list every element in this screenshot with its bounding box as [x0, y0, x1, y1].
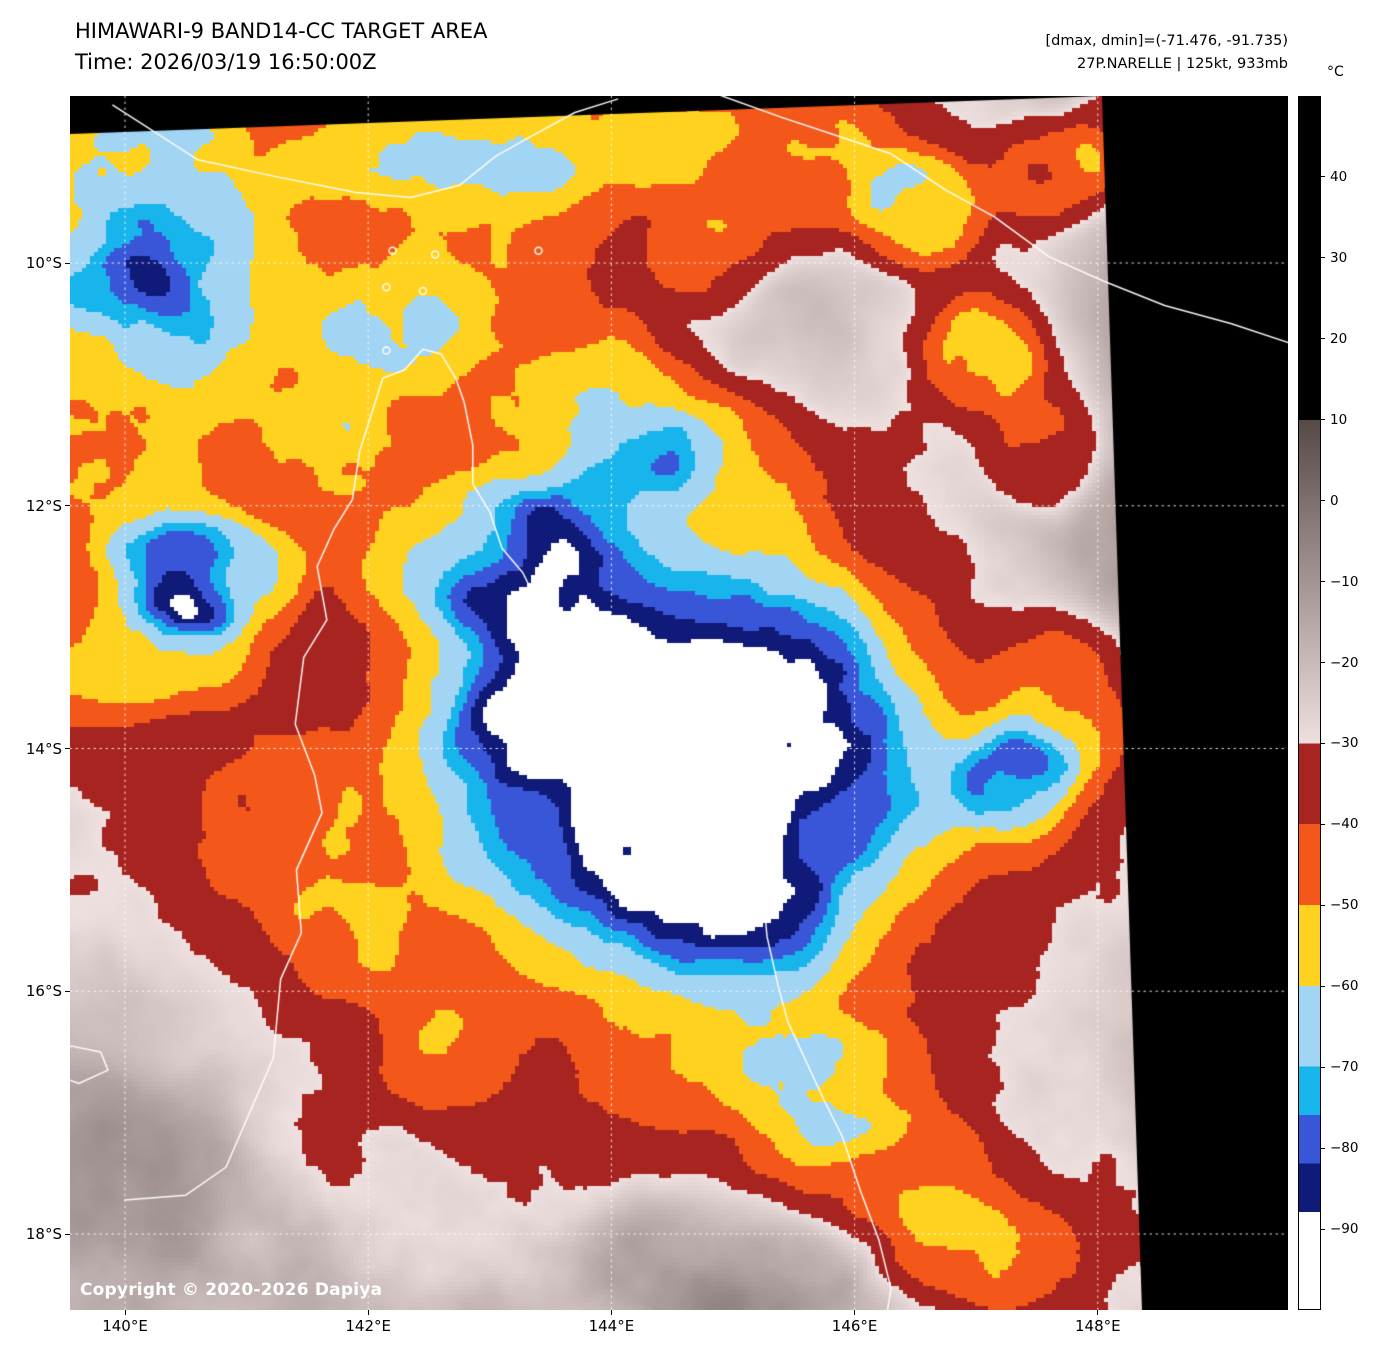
axis-tick-mark	[124, 1310, 126, 1315]
axis-tick-mark	[1321, 985, 1325, 987]
map-plot-area: Copyright © 2020-2026 Dapiya	[70, 96, 1288, 1310]
colorbar-tick-label: 30	[1330, 249, 1348, 266]
axis-tick-mark	[65, 262, 70, 264]
x-tick-label: 144°E	[588, 1317, 635, 1335]
colorbar-tick-label: −80	[1330, 1140, 1359, 1157]
colorbar	[1298, 96, 1321, 1310]
y-tick-label: 14°S	[25, 739, 62, 758]
colorbar-tick-label: −30	[1330, 735, 1359, 752]
axis-tick-mark	[1321, 338, 1325, 340]
colorbar-tick-label: 0	[1330, 492, 1339, 509]
axis-tick-mark	[65, 505, 70, 507]
axis-tick-mark	[1321, 500, 1325, 502]
axis-tick-mark	[367, 1310, 369, 1315]
figure-header: HIMAWARI-9 BAND14-CC TARGET AREA Time: 2…	[75, 16, 487, 78]
axis-tick-mark	[1321, 823, 1325, 825]
colorbar-tick-label: 20	[1330, 330, 1348, 347]
colorbar-unit-label: °C	[1327, 64, 1344, 80]
colorbar-tick-label: −10	[1330, 573, 1359, 590]
y-tick-label: 12°S	[25, 496, 62, 515]
colorbar-tick-label: 10	[1330, 411, 1348, 428]
axis-tick-mark	[1321, 904, 1325, 906]
axis-tick-mark	[65, 748, 70, 749]
copyright-watermark: Copyright © 2020-2026 Dapiya	[80, 1280, 383, 1300]
colorbar-tick-label: −50	[1330, 897, 1359, 914]
figure-title: HIMAWARI-9 BAND14-CC TARGET AREA	[75, 19, 488, 43]
colorbar-tick-label: −90	[1330, 1221, 1359, 1238]
axis-tick-mark	[1321, 581, 1325, 583]
axis-tick-mark	[1321, 419, 1325, 421]
axis-tick-mark	[1097, 1310, 1099, 1315]
figure-annotations: [dmax, dmin]=(-71.476, -91.735) 27P.NARE…	[1046, 30, 1289, 76]
axis-tick-mark	[1321, 742, 1325, 744]
x-tick-label: 140°E	[102, 1317, 148, 1335]
dmax-dmin-readout: [dmax, dmin]=(-71.476, -91.735)	[1045, 33, 1289, 49]
axis-tick-mark	[65, 990, 70, 992]
colorbar-tick-label: −40	[1330, 816, 1359, 833]
satellite-imagery-canvas	[70, 96, 1288, 1310]
colorbar-tick-label: −70	[1330, 1059, 1359, 1076]
axis-tick-mark	[1321, 257, 1325, 259]
figure-timestamp: Time: 2026/03/19 16:50:00Z	[75, 50, 377, 74]
colorbar-tick-label: −20	[1330, 654, 1359, 671]
axis-tick-mark	[1321, 1228, 1325, 1230]
x-tick-label: 148°E	[1074, 1317, 1121, 1335]
storm-id-readout: 27P.NARELLE | 125kt, 933mb	[1077, 56, 1288, 72]
colorbar-tick-label: 40	[1330, 168, 1348, 185]
y-tick-label: 16°S	[25, 982, 62, 1001]
axis-tick-mark	[610, 1310, 612, 1315]
x-tick-label: 146°E	[831, 1317, 878, 1335]
axis-tick-mark	[1321, 1147, 1325, 1149]
y-tick-label: 10°S	[25, 254, 62, 272]
y-tick-label: 18°S	[25, 1225, 62, 1243]
axis-tick-mark	[1321, 1066, 1325, 1068]
x-tick-label: 142°E	[345, 1317, 391, 1335]
axis-tick-mark	[1321, 176, 1325, 178]
axis-tick-mark	[1321, 662, 1325, 664]
axis-tick-mark	[65, 1233, 70, 1235]
axis-tick-mark	[854, 1310, 856, 1315]
colorbar-tick-label: −60	[1330, 978, 1359, 995]
